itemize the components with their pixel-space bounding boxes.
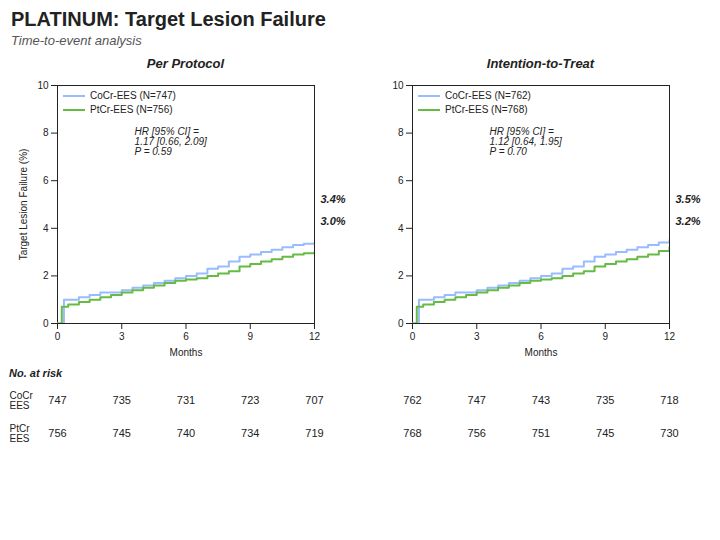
svg-text:745: 745: [596, 427, 614, 439]
svg-text:0: 0: [43, 318, 49, 329]
html-text:Time-to-event analysis: Time-to-event analysis: [11, 33, 142, 48]
svg-text:735: 735: [113, 394, 131, 406]
svg-text:3.5%: 3.5%: [676, 193, 701, 205]
svg-text:3.4%: 3.4%: [321, 193, 346, 205]
svg-text:3: 3: [119, 331, 125, 342]
html-text:PLATINUM: Target Lesion Failur: PLATINUM: Target Lesion Failure: [11, 8, 326, 30]
svg-text:0: 0: [55, 331, 61, 342]
svg-text:3.0%: 3.0%: [321, 215, 346, 227]
svg-text:719: 719: [305, 427, 323, 439]
svg-text:3.2%: 3.2%: [676, 215, 701, 227]
svg-text:6: 6: [538, 331, 544, 342]
svg-text:768: 768: [403, 427, 421, 439]
svg-text:6: 6: [398, 175, 404, 186]
html-text:PtCr-EES (N=756): PtCr-EES (N=756): [90, 104, 173, 115]
html-text:PtCr-EES (N=768): PtCr-EES (N=768): [445, 104, 528, 115]
svg-text:723: 723: [241, 394, 259, 406]
html-text:CoCr-EES (N=762): CoCr-EES (N=762): [445, 90, 531, 101]
html-text:Intention-to-Treat: Intention-to-Treat: [486, 56, 595, 71]
svg-text:731: 731: [177, 394, 195, 406]
svg-text:747: 747: [48, 394, 66, 406]
svg-text:3: 3: [474, 331, 480, 342]
svg-text:762: 762: [403, 394, 421, 406]
svg-text:747: 747: [468, 394, 486, 406]
svg-text:PtCrEES: PtCrEES: [10, 423, 31, 444]
svg-text:8: 8: [43, 127, 49, 138]
svg-text:12: 12: [309, 331, 321, 342]
svg-text:9: 9: [247, 331, 253, 342]
svg-text:734: 734: [241, 427, 259, 439]
html-text:No. at risk: No. at risk: [9, 367, 63, 379]
svg-text:CoCrEES: CoCrEES: [10, 390, 34, 411]
svg-text:HR [95% CI] =1.12 [0.64, 1.95]: HR [95% CI] =1.12 [0.64, 1.95]P = 0.70: [490, 126, 563, 157]
svg-text:Months: Months: [170, 347, 203, 358]
svg-text:2: 2: [398, 270, 404, 281]
svg-text:12: 12: [664, 331, 676, 342]
svg-text:707: 707: [305, 394, 323, 406]
svg-text:Target Lesion Failure (%): Target Lesion Failure (%): [18, 149, 29, 261]
svg-text:730: 730: [660, 427, 678, 439]
svg-text:4: 4: [398, 223, 404, 234]
svg-text:6: 6: [183, 331, 189, 342]
svg-text:735: 735: [596, 394, 614, 406]
svg-text:10: 10: [392, 80, 404, 91]
svg-text:8: 8: [398, 127, 404, 138]
svg-text:718: 718: [660, 394, 678, 406]
svg-text:9: 9: [602, 331, 608, 342]
svg-text:740: 740: [177, 427, 195, 439]
svg-text:743: 743: [532, 394, 550, 406]
svg-text:745: 745: [113, 427, 131, 439]
html-text:Per Protocol: Per Protocol: [146, 56, 225, 71]
svg-text:6: 6: [43, 175, 49, 186]
svg-text:0: 0: [398, 318, 404, 329]
svg-text:4: 4: [43, 223, 49, 234]
svg-text:HR [95% CI] =1.17 [0.66, 2.09]: HR [95% CI] =1.17 [0.66, 2.09]P = 0.59: [135, 126, 208, 157]
svg-text:Months: Months: [525, 347, 558, 358]
svg-text:756: 756: [468, 427, 486, 439]
html-text:CoCr-EES (N=747): CoCr-EES (N=747): [90, 90, 176, 101]
svg-text:0: 0: [410, 331, 416, 342]
svg-text:751: 751: [532, 427, 550, 439]
svg-text:10: 10: [37, 80, 49, 91]
svg-text:756: 756: [48, 427, 66, 439]
svg-text:2: 2: [43, 270, 49, 281]
